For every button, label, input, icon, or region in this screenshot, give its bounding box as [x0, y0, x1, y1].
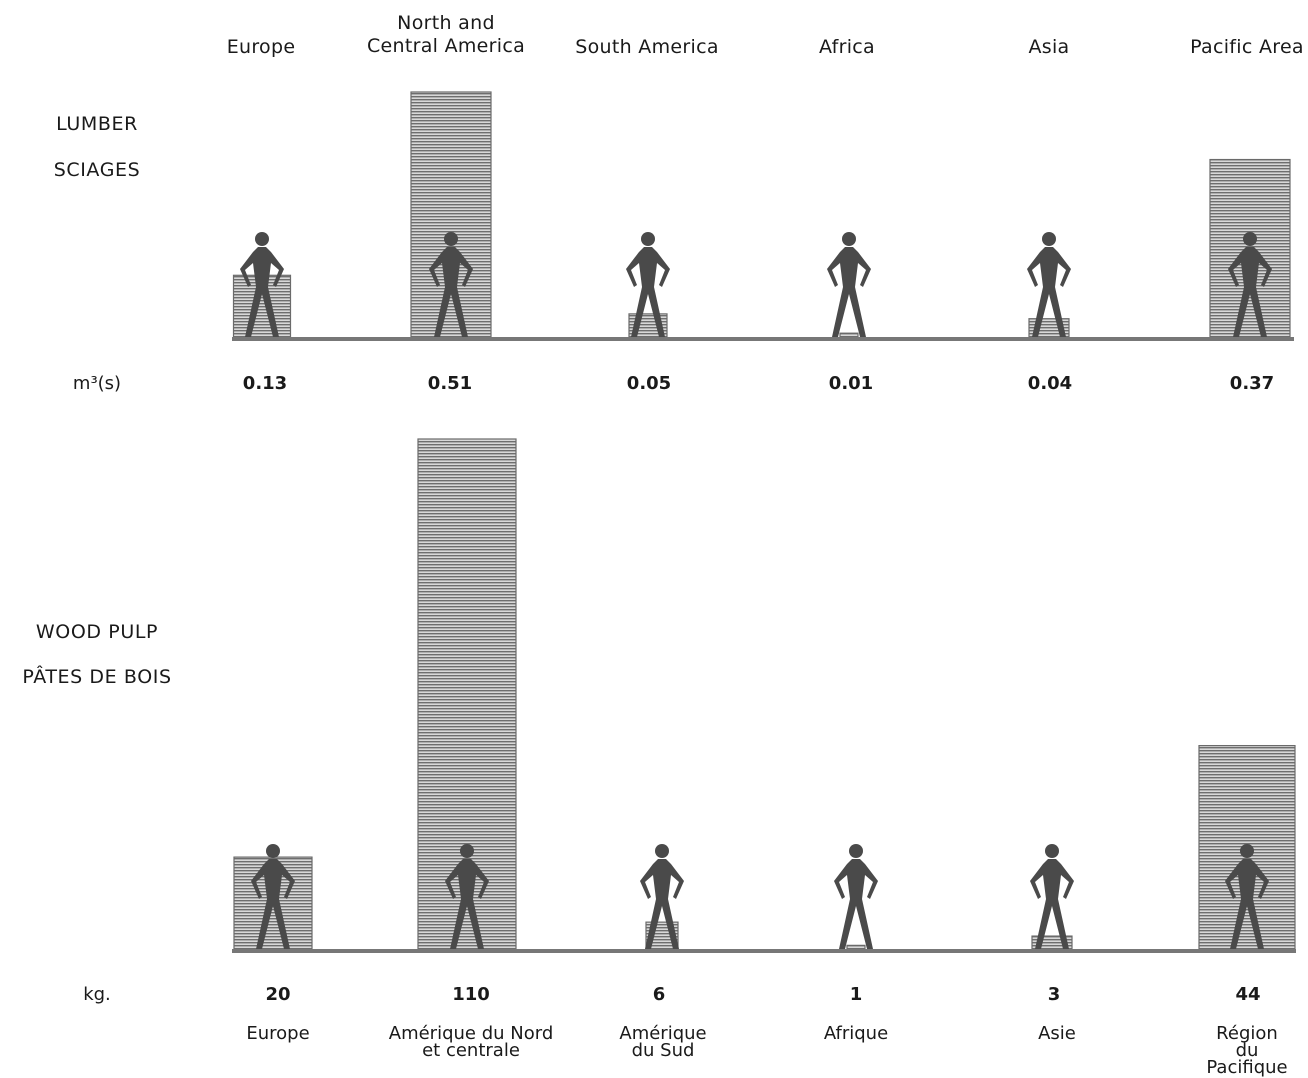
pulp-unit-label: kg.: [83, 984, 111, 1005]
lumber-person-icon: [827, 232, 871, 337]
lumber-value-label: 0.51: [427, 373, 473, 394]
lumber-person-icon: [429, 232, 473, 337]
pulp-category-label-amerique-nord: Amérique du Nord et centrale: [388, 1023, 554, 1061]
pulp-person-icon: [1030, 844, 1074, 949]
lumber-person-icon: [626, 232, 670, 337]
pulp-value-label: 20: [265, 984, 291, 1005]
pulp-person-icon: [834, 844, 878, 949]
lumber-category-label-africa: Africa: [819, 36, 875, 58]
pulp-value-label: 110: [452, 984, 490, 1005]
lumber-category-label-europe: Europe: [226, 36, 296, 58]
lumber-bar: [410, 91, 492, 339]
pulp-value-label: 6: [652, 984, 666, 1005]
lumber-value-label: 0.04: [1027, 373, 1073, 394]
pulp-category-label-afrique: Afrique: [823, 1023, 889, 1044]
pulp-category-label-europe: Europe: [246, 1023, 310, 1044]
pates-de-bois-row-label: PÂTES DE BOIS: [22, 666, 172, 688]
lumber-baseline: [232, 337, 1294, 341]
lumber-person-icon: [1027, 232, 1071, 337]
pulp-category-label-amerique-sud: Amérique du Sud: [619, 1023, 707, 1061]
lumber-category-label-pacific-area: Pacific Area: [1190, 36, 1304, 58]
lumber-row-label: LUMBER: [56, 113, 138, 135]
pulp-person-icon: [445, 844, 489, 949]
sciages-row-label: SCIAGES: [53, 159, 141, 181]
pulp-category-label-region-pacifique: Région du Pacifique: [1206, 1023, 1288, 1078]
pulp-value-label: 3: [1047, 984, 1061, 1005]
lumber-value-label: 0.01: [828, 373, 874, 394]
lumber-value-label: 0.05: [626, 373, 672, 394]
pulp-person-icon: [1225, 844, 1269, 949]
pulp-baseline: [232, 949, 1296, 953]
pulp-category-label-asie: Asie: [1038, 1023, 1076, 1044]
lumber-category-label-south-america: South America: [575, 36, 719, 58]
pulp-value-label: 44: [1235, 984, 1261, 1005]
lumber-category-label-asia: Asia: [1028, 36, 1070, 58]
pulp-person-icon: [640, 844, 684, 949]
lumber-person-icon: [240, 232, 284, 337]
pulp-person-icon: [251, 844, 295, 949]
lumber-value-label: 0.37: [1229, 373, 1275, 394]
lumber-category-label-north-central-america: North and Central America: [366, 12, 526, 57]
lumber-value-label: 0.13: [242, 373, 288, 394]
pulp-value-label: 1: [849, 984, 863, 1005]
lumber-unit-label: m³(s): [72, 373, 122, 394]
wood-pulp-row-label: WOOD PULP: [35, 621, 159, 643]
lumber-person-icon: [1228, 232, 1272, 337]
